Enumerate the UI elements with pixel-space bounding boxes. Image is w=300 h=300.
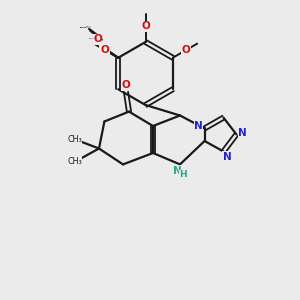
Text: O: O: [93, 34, 102, 44]
Text: H: H: [179, 170, 187, 179]
Text: O: O: [141, 21, 150, 32]
Text: N: N: [172, 166, 182, 176]
Text: N: N: [194, 121, 203, 131]
Text: CH₃: CH₃: [67, 135, 82, 144]
Text: N: N: [238, 128, 247, 138]
Text: methoxy: methoxy: [80, 26, 86, 28]
Text: methoxy: methoxy: [89, 38, 95, 39]
Text: methoxy: methoxy: [85, 27, 92, 28]
Text: O: O: [100, 45, 109, 55]
Text: CH₃: CH₃: [67, 157, 82, 166]
Text: O: O: [182, 45, 191, 55]
Text: O: O: [122, 80, 130, 91]
Text: N: N: [223, 152, 232, 162]
Text: O: O: [99, 44, 108, 54]
Text: methoxy: methoxy: [86, 25, 92, 27]
